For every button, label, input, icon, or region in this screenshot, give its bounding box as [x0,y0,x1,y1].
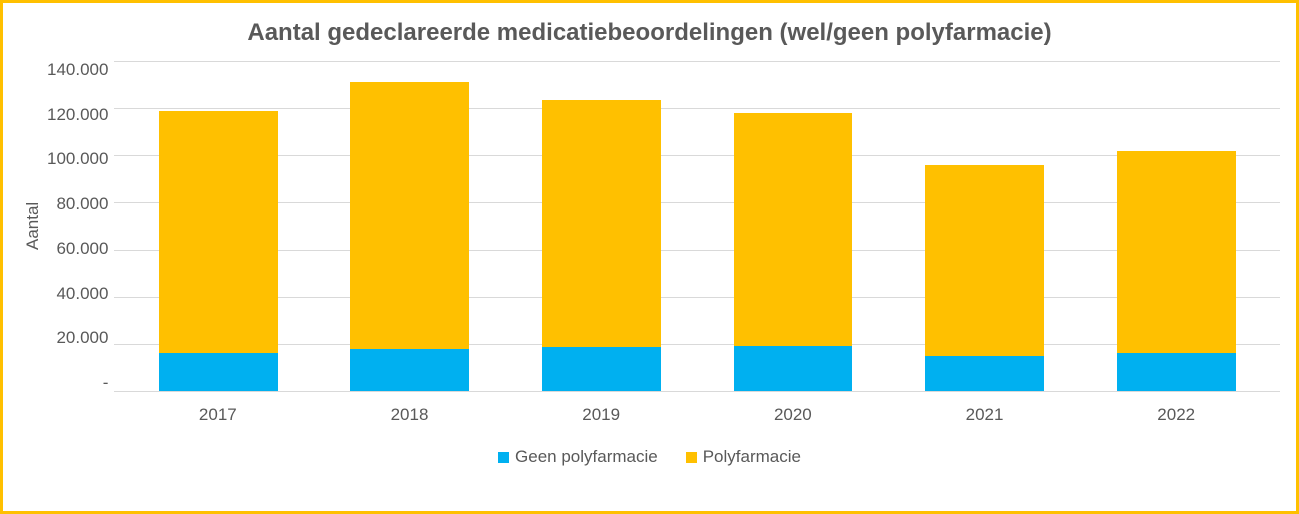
y-tick-label: 60.000 [56,240,108,257]
gridline [114,391,1280,392]
x-tick-label: 2020 [697,405,889,425]
y-tick-label: 120.000 [47,106,108,123]
y-tick-label: 100.000 [47,150,108,167]
x-axis-spacer [19,391,114,425]
bar-segment-geen_polyfarmacie [542,347,661,391]
x-axis-labels: 201720182019202020212022 [114,391,1280,425]
x-tick-label: 2019 [505,405,697,425]
x-tick-label: 2022 [1080,405,1272,425]
legend-item-polyfarmacie: Polyfarmacie [686,447,801,467]
x-tick-label: 2018 [314,405,506,425]
plot-area [114,61,1280,391]
bar-segment-geen_polyfarmacie [925,356,1044,391]
bar-slot [697,61,889,391]
y-tick-label: 20.000 [56,329,108,346]
legend-swatch [498,452,509,463]
legend-label: Geen polyfarmacie [515,447,658,467]
bar-stack [350,82,469,391]
y-tick-label: 40.000 [56,285,108,302]
bar-stack [1117,151,1236,391]
legend-swatch [686,452,697,463]
y-axis-label: Aantal [19,61,47,391]
bar-stack [734,113,853,391]
bar-segment-geen_polyfarmacie [159,353,278,391]
x-axis: 201720182019202020212022 [19,391,1280,425]
bar-slot [506,61,698,391]
bar-slot [889,61,1081,391]
chart-body: Aantal 140.000 120.000 100.000 80.000 60.000… [19,61,1280,391]
x-tick-label: 2017 [122,405,314,425]
bar-slot [314,61,506,391]
legend-item-geen_polyfarmacie: Geen polyfarmacie [498,447,658,467]
bar-stack [925,165,1044,391]
x-tick-label: 2021 [889,405,1081,425]
legend: Geen polyfarmacie Polyfarmacie [19,447,1280,467]
bar-segment-polyfarmacie [734,113,853,346]
bar-stack [542,100,661,391]
bar-segment-polyfarmacie [542,100,661,348]
bar-segment-polyfarmacie [925,165,1044,356]
bar-segment-polyfarmacie [1117,151,1236,354]
bar-slot [122,61,314,391]
bar-segment-geen_polyfarmacie [1117,353,1236,391]
y-tick-label: - [103,374,109,391]
bar-stack [159,111,278,391]
y-tick-label: 80.000 [56,195,108,212]
y-tick-label: 140.000 [47,61,108,78]
y-axis-ticks: 140.000 120.000 100.000 80.000 60.000 40.000 2… [47,61,114,391]
chart-outer-container: Aantal gedeclareerde medicatiebeoordelin… [0,0,1299,514]
chart-title: Aantal gedeclareerde medicatiebeoordelin… [19,19,1280,47]
legend-label: Polyfarmacie [703,447,801,467]
bar-slot [1080,61,1272,391]
bar-segment-geen_polyfarmacie [350,349,469,391]
bar-segment-polyfarmacie [350,82,469,348]
bar-segment-geen_polyfarmacie [734,346,853,391]
bar-segment-polyfarmacie [159,111,278,354]
bars-container [114,61,1280,391]
